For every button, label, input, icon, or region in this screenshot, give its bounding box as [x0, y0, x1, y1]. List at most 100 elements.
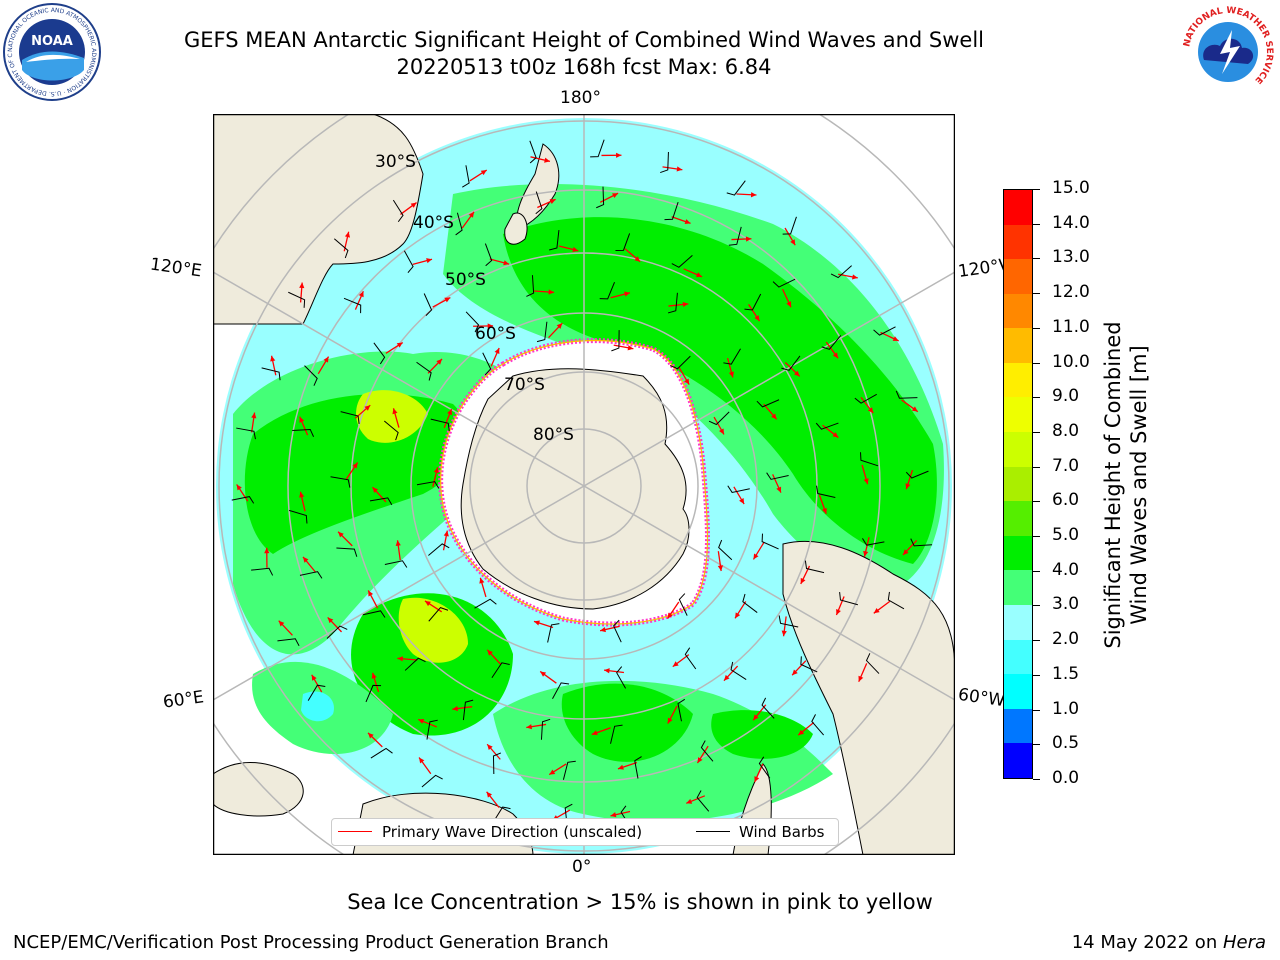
- wave-direction-arrowhead: [790, 239, 796, 246]
- colorbar-tick-label: 13.0: [1052, 247, 1090, 268]
- wave-direction-arrowhead: [798, 729, 805, 736]
- wave-direction-arrowhead: [236, 484, 242, 491]
- wind-barb: [815, 422, 839, 430]
- wind-barb: [288, 509, 308, 524]
- wave-direction-arrowhead: [371, 672, 377, 679]
- svg-text:NOAA: NOAA: [31, 34, 73, 49]
- wave-direction-arrowhead: [754, 776, 760, 783]
- wind-barb: [895, 390, 918, 399]
- primary-wave-legend-swatch: [338, 831, 372, 832]
- wind-barb: [403, 250, 414, 274]
- wave-direction-arrowhead: [667, 717, 673, 724]
- wind-barb: [292, 428, 315, 437]
- wave-direction-arrowhead: [503, 260, 510, 266]
- wind-barb: [670, 355, 691, 370]
- colorbar-tick-mark: [1033, 189, 1040, 190]
- wave-direction-arrowhead: [533, 620, 540, 626]
- colorbar-tick-mark: [1033, 570, 1040, 572]
- wind-barb: [804, 560, 825, 574]
- wave-direction-arrowhead: [617, 764, 624, 770]
- colorbar-tick-mark: [1033, 293, 1040, 295]
- wind-barb: [426, 719, 438, 740]
- wind-barb: [772, 278, 796, 288]
- wind-barb: [231, 496, 255, 504]
- colorbar-segment: [1004, 293, 1032, 329]
- wave-direction-arrowhead: [392, 408, 398, 415]
- wind-barb: [492, 752, 502, 775]
- wave-direction-arrowhead: [299, 491, 305, 498]
- wave-direction-arrowhead: [624, 291, 631, 297]
- wind-barb: [535, 191, 543, 215]
- noaa-logo: NATIONAL OCEANIC AND ATMOSPHERIC ADMINIS…: [2, 2, 101, 101]
- wave-direction-arrowhead: [447, 409, 452, 416]
- wind-barb: [860, 452, 879, 467]
- wind-barb: [800, 656, 818, 673]
- colorbar-tick-label: 2.0: [1052, 629, 1080, 650]
- wave-direction-arrowhead: [436, 359, 442, 365]
- wind-barb: [708, 411, 730, 426]
- wave-direction-arrowhead: [549, 769, 556, 775]
- colorbar-tick-label: 0.0: [1052, 768, 1080, 788]
- wave-direction-arrowhead: [719, 428, 724, 435]
- wind-barb: [365, 684, 382, 703]
- lon-label-180: 180°: [560, 88, 601, 108]
- chart-title: GEFS MEAN Antarctic Significant Height o…: [183, 28, 985, 52]
- colorbar-tick-label: 11.0: [1052, 316, 1090, 337]
- colorbar-label-line1: Significant Height of Combined: [1101, 321, 1125, 649]
- wave-direction-arrowhead: [863, 478, 869, 485]
- wave-direction-arrowhead: [612, 193, 619, 199]
- wave-direction-arrowhead: [686, 798, 693, 804]
- wave-direction-arrowhead: [251, 412, 257, 419]
- wind-barb: [261, 367, 281, 381]
- colorbar-tick-mark: [1033, 744, 1040, 746]
- wind-barb: [423, 293, 433, 316]
- wave-direction-arrowhead: [905, 483, 911, 490]
- wave-direction-arrowhead: [892, 336, 899, 341]
- wind-barb: [615, 233, 631, 252]
- wind-barb: [700, 740, 714, 762]
- wave-direction-arrowhead: [786, 301, 792, 308]
- colorbar-tick-label: 8.0: [1052, 420, 1080, 441]
- colorbar-tick-mark: [1033, 327, 1040, 329]
- wave-direction-arrowhead: [452, 705, 458, 712]
- wind-barb: [549, 229, 560, 251]
- wind-barb: [462, 699, 474, 721]
- antarctica-landmass: [460, 368, 690, 610]
- wave-direction-arrowhead: [604, 668, 610, 674]
- chart-subtitle: 20220513 t00z 168h fcst Max: 6.84: [396, 55, 772, 79]
- wind-barb: [421, 774, 443, 788]
- wave-direction-arrowhead: [426, 258, 433, 264]
- lat-label-70s: 70°S: [504, 375, 545, 395]
- wave-direction-arrowhead: [526, 724, 533, 730]
- wave-direction-arrowhead: [911, 406, 918, 412]
- wind-barb: [428, 543, 450, 556]
- wave-direction-arrowhead: [792, 669, 798, 676]
- wave-direction-arrowhead: [676, 166, 683, 172]
- wind-barb: [416, 361, 432, 381]
- wind-barb: [484, 243, 493, 267]
- wave-direction-arrowhead: [395, 540, 401, 547]
- lat-label-50s: 50°S: [445, 270, 486, 290]
- colorbar-tick-mark: [1033, 640, 1040, 642]
- wind-barb: [251, 567, 274, 576]
- wind-barb: [547, 623, 560, 643]
- wave-direction-arrowhead: [717, 565, 723, 571]
- wind-barb: [671, 255, 693, 268]
- wind-barb: [336, 547, 358, 557]
- wind-barb: [430, 418, 450, 432]
- wave-direction-arrowhead: [863, 550, 869, 557]
- wave-direction-arrowhead: [444, 297, 451, 303]
- colorbar-segment: [1004, 189, 1032, 225]
- map-legend: Primary Wave Direction (unscaled) Wind B…: [331, 818, 839, 846]
- wave-direction-arrowhead: [368, 732, 374, 739]
- wave-direction-arrowhead: [299, 282, 305, 289]
- wind-barb: [782, 216, 797, 235]
- wave-direction-arrowhead: [697, 757, 703, 764]
- wave-direction-arrowhead: [682, 301, 689, 308]
- wind-barb: [811, 714, 825, 736]
- wave-direction-arrowhead: [311, 674, 317, 681]
- lon-label-60w: 60°W: [956, 684, 1007, 712]
- lon-label-60e: 60°E: [161, 687, 206, 713]
- wind-barb: [678, 593, 688, 616]
- colorbar-tick-mark: [1033, 674, 1040, 676]
